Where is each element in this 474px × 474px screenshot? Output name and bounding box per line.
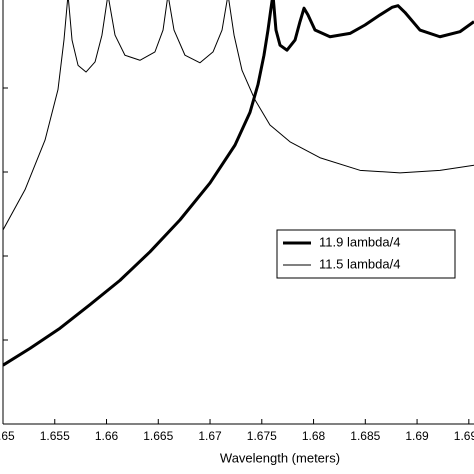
legend xyxy=(276,229,456,279)
x-tick-label: 1.66 xyxy=(95,429,119,443)
legend-label: 11.5 lambda/4 xyxy=(319,256,400,271)
x-tick-label: 1.69 xyxy=(405,429,429,443)
x-tick-label: 1.67 xyxy=(198,429,222,443)
x-axis-label: Wavelength (meters) xyxy=(220,450,340,465)
x-tick-label: 1.65 xyxy=(0,429,15,443)
legend-label: 11.9 lambda/4 xyxy=(319,234,400,249)
series-line xyxy=(3,0,474,367)
x-tick-label: 1.695 xyxy=(454,429,474,443)
series-line xyxy=(3,0,474,231)
x-tick-label: 1.675 xyxy=(247,429,277,443)
x-tick-label: 1.685 xyxy=(350,429,380,443)
x-tick-label: 1.665 xyxy=(143,429,173,443)
x-tick-label: 1.68 xyxy=(302,429,326,443)
x-tick-label: 1.655 xyxy=(40,429,70,443)
plot-area xyxy=(3,0,474,367)
